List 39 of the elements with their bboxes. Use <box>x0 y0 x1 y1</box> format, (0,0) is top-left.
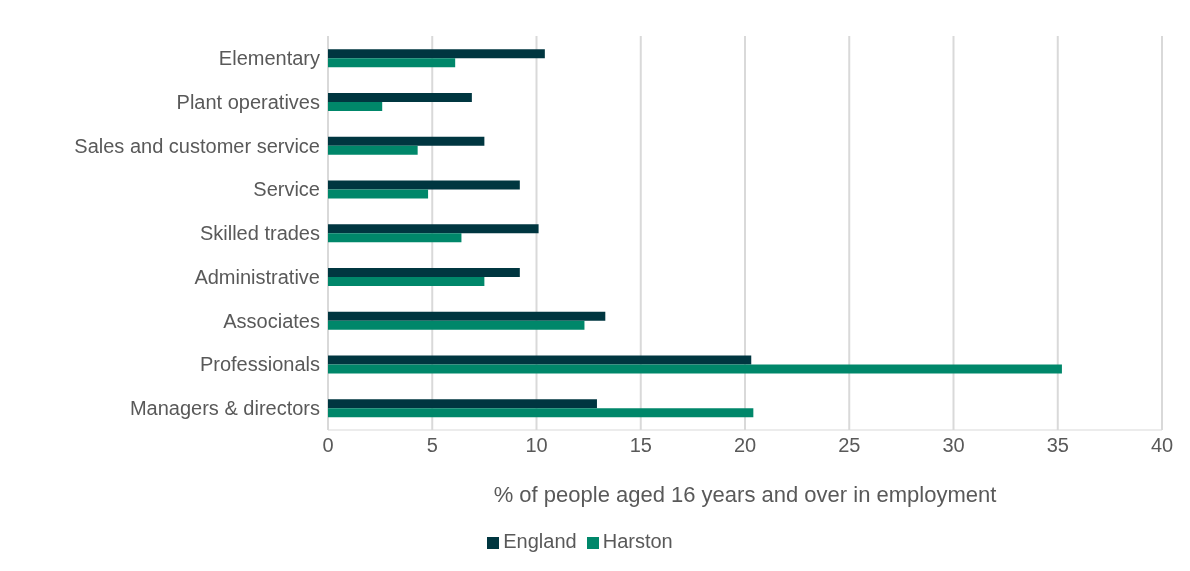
y-tick-label: Professionals <box>199 353 320 376</box>
bar <box>328 399 597 409</box>
legend-label: England <box>503 530 577 552</box>
y-tick-label: Skilled trades <box>199 222 320 245</box>
y-tick-label: Plant operatives <box>176 90 320 113</box>
x-tick-label: 25 <box>838 434 861 457</box>
y-tick-label: Elementary <box>218 46 320 69</box>
x-tick-label: 10 <box>525 434 548 457</box>
bar <box>328 92 472 102</box>
x-tick-label: 0 <box>322 434 334 457</box>
bar <box>328 224 539 234</box>
bar <box>328 355 752 365</box>
x-tick-label: 40 <box>1150 434 1174 457</box>
bar <box>328 101 383 111</box>
bar <box>328 136 485 146</box>
legend-label: Harston <box>602 530 673 552</box>
y-tick-label: Administrative <box>194 265 320 288</box>
bar <box>328 189 429 199</box>
y-tick-label: Sales and customer service <box>74 134 320 157</box>
bar <box>328 145 418 155</box>
bar <box>328 233 462 243</box>
bar <box>328 408 754 418</box>
x-axis-title: % of people aged 16 years and over in employment <box>493 482 997 507</box>
bar <box>328 277 485 287</box>
bar <box>328 49 545 59</box>
y-tick-label: Managers & directors <box>129 397 320 420</box>
x-tick-label: 15 <box>629 434 652 457</box>
bar <box>328 311 606 321</box>
bar <box>328 364 1062 374</box>
x-tick-label: 35 <box>1046 434 1069 457</box>
x-tick-label: 20 <box>733 434 757 457</box>
x-tick-label: 5 <box>426 434 438 457</box>
y-tick-label: Associates <box>223 309 320 332</box>
bar <box>328 58 456 68</box>
x-tick-label: 30 <box>942 434 965 457</box>
y-tick-label: Service <box>253 178 320 201</box>
bar <box>328 180 520 190</box>
bar <box>328 320 585 330</box>
bar <box>328 268 520 278</box>
